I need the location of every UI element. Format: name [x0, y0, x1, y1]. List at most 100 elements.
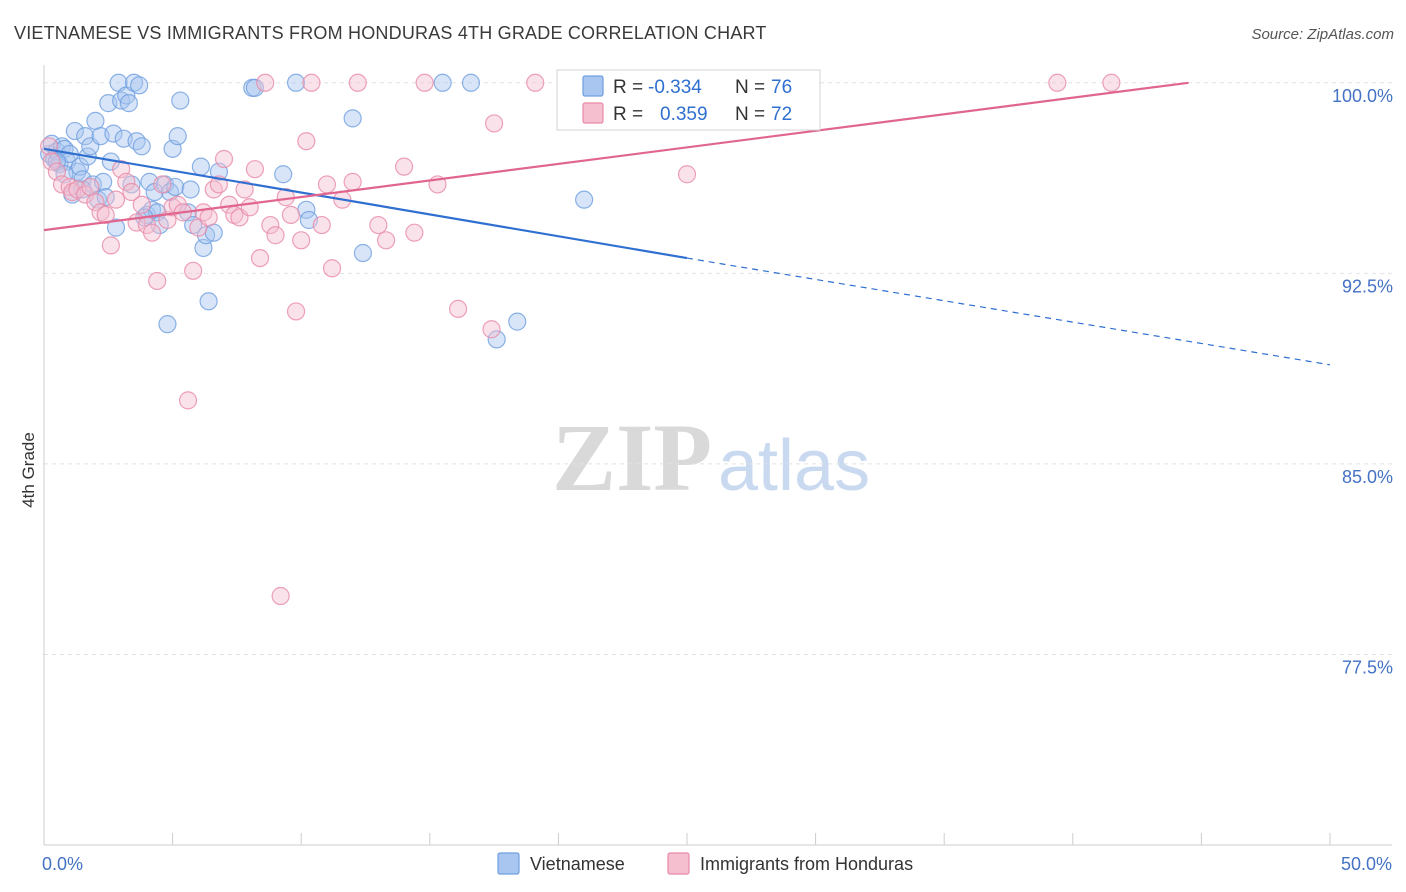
point-honduras — [312, 215, 331, 235]
trend-line-vietnamese — [43, 147, 688, 260]
point-honduras — [369, 215, 388, 235]
point-honduras — [153, 175, 172, 194]
point-honduras — [266, 226, 285, 245]
point-honduras — [261, 215, 280, 235]
point-vietnamese — [132, 137, 151, 156]
point-vietnamese — [461, 73, 481, 92]
legend-n-value-2: 72 — [771, 104, 792, 125]
point-vietnamese — [191, 157, 210, 176]
point-honduras — [250, 248, 270, 268]
x-tick-label-min: 0.0% — [42, 854, 83, 874]
point-vietnamese — [168, 127, 187, 146]
point-honduras — [317, 175, 337, 194]
point-honduras — [96, 205, 115, 225]
point-honduras — [204, 180, 223, 199]
point-vietnamese — [86, 111, 105, 130]
point-vietnamese — [122, 175, 141, 194]
point-vietnamese — [199, 292, 218, 311]
point-vietnamese — [106, 218, 126, 237]
point-honduras — [148, 271, 167, 291]
legend-r-label-2: R = — [613, 104, 643, 125]
point-honduras — [163, 198, 182, 217]
point-honduras — [256, 73, 275, 92]
x-tick-label-max: 50.0% — [1341, 854, 1392, 874]
point-honduras — [485, 114, 504, 133]
legend-swatch-honduras — [582, 102, 604, 124]
legend-r-label-1: R = — [613, 77, 643, 98]
point-honduras — [376, 231, 396, 250]
point-vietnamese — [104, 124, 123, 143]
point-honduras — [526, 73, 545, 92]
point-vietnamese — [286, 73, 306, 92]
watermark-zip: ZIP — [552, 404, 712, 511]
point-honduras — [106, 190, 126, 209]
point-honduras — [184, 261, 203, 280]
bottom-legend-swatch-honduras — [667, 852, 690, 875]
point-honduras — [348, 73, 367, 92]
point-honduras — [343, 172, 362, 191]
point-vietnamese — [487, 330, 506, 349]
point-honduras — [101, 236, 120, 255]
y-tick-labels: 100.0% 92.5% 85.0% 77.5% — [1332, 86, 1393, 678]
stats-legend: R = -0.334 N = 76 R = 0.359 N = 72 — [556, 69, 821, 131]
point-honduras — [482, 320, 501, 339]
legend-n-label-1: N = — [735, 77, 765, 98]
series-legend: Vietnamese Immigrants from Honduras — [497, 852, 913, 875]
scatter-points — [40, 73, 1121, 606]
point-vietnamese — [119, 94, 138, 113]
point-honduras — [235, 180, 254, 199]
point-vietnamese — [245, 78, 265, 97]
legend-swatch-vietnamese — [582, 75, 604, 97]
point-honduras — [245, 160, 265, 179]
point-vietnamese — [343, 109, 362, 128]
point-vietnamese — [171, 91, 190, 110]
trend-lines — [43, 81, 1331, 366]
legend-n-value-1: 76 — [771, 77, 792, 98]
point-vietnamese — [181, 180, 200, 199]
point-honduras — [142, 223, 162, 242]
point-honduras — [178, 391, 198, 410]
point-honduras — [322, 259, 342, 278]
point-vietnamese — [433, 73, 452, 92]
point-honduras — [91, 203, 110, 222]
point-honduras — [677, 165, 697, 184]
point-honduras — [1102, 73, 1121, 92]
point-honduras — [281, 205, 301, 225]
point-honduras — [122, 182, 141, 202]
point-vietnamese — [124, 73, 144, 92]
point-honduras — [297, 132, 316, 151]
watermark: ZIP atlas — [552, 404, 870, 511]
point-honduras — [1048, 73, 1067, 92]
trend-line-honduras — [43, 81, 1189, 232]
point-honduras — [42, 152, 61, 171]
point-vietnamese — [353, 243, 373, 263]
point-honduras — [415, 73, 434, 92]
point-honduras — [271, 586, 290, 606]
y-tick-label: 77.5% — [1342, 657, 1393, 677]
y-tick-label: 85.0% — [1342, 467, 1393, 487]
legend-r-value-1: -0.334 — [648, 77, 702, 98]
point-honduras — [240, 198, 259, 217]
point-honduras — [40, 137, 59, 156]
point-vietnamese — [184, 215, 203, 235]
point-honduras — [302, 73, 321, 92]
point-honduras — [286, 302, 306, 321]
point-vietnamese — [130, 76, 149, 95]
point-vietnamese — [127, 132, 146, 151]
point-honduras — [81, 177, 100, 197]
point-honduras — [132, 195, 151, 214]
point-vietnamese — [204, 223, 223, 242]
bottom-legend-swatch-vietnamese — [497, 852, 520, 875]
point-vietnamese — [158, 315, 177, 334]
y-axis-label: 4th Grade — [19, 432, 38, 508]
point-honduras — [448, 299, 468, 319]
axes — [43, 65, 1392, 846]
point-vietnamese — [65, 121, 84, 141]
point-vietnamese — [145, 182, 164, 202]
point-vietnamese — [274, 165, 293, 184]
y-tick-label: 100.0% — [1332, 86, 1393, 106]
point-honduras — [292, 231, 311, 250]
point-honduras — [117, 172, 136, 191]
chart-source: Source: ZipAtlas.com — [1251, 26, 1394, 43]
point-honduras — [199, 208, 218, 227]
